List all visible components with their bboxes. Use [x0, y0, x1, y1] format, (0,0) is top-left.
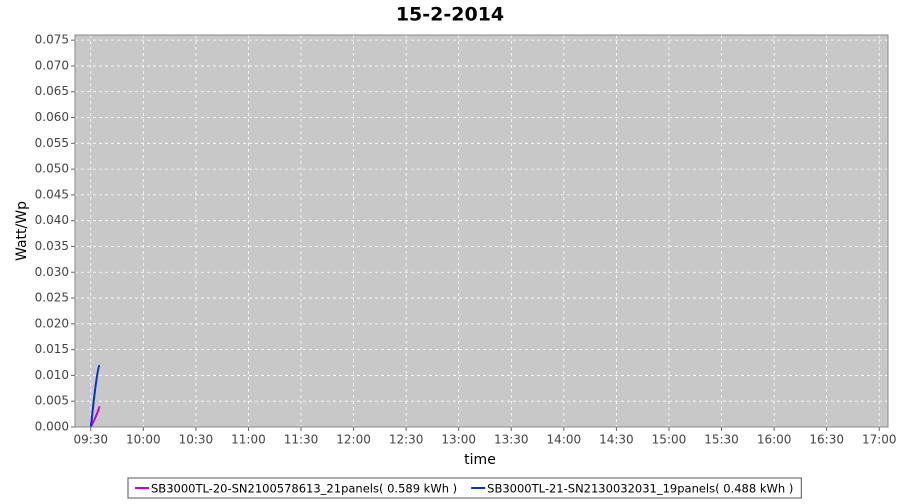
y-tick-label: 0.035	[35, 239, 69, 253]
y-tick-label: 0.060	[35, 110, 69, 124]
y-tick-label: 0.030	[35, 265, 69, 279]
x-tick-label: 13:00	[441, 433, 476, 447]
x-tick-label: 11:00	[231, 433, 266, 447]
x-tick-label: 10:00	[126, 433, 161, 447]
y-tick-label: 0.040	[35, 213, 69, 227]
x-tick-label: 12:30	[389, 433, 424, 447]
x-tick-label: 10:30	[179, 433, 214, 447]
y-tick-label: 0.005	[35, 394, 69, 408]
x-tick-label: 09:30	[73, 433, 108, 447]
legend: SB3000TL-20-SN2100578613_21panels( 0.589…	[127, 477, 802, 499]
y-tick-label: 0.025	[35, 291, 69, 305]
y-tick-label: 0.050	[35, 162, 69, 176]
legend-box	[127, 477, 802, 499]
y-tick-label: 0.015	[35, 342, 69, 356]
x-tick-label: 14:00	[547, 433, 582, 447]
y-tick-label: 0.045	[35, 187, 69, 201]
x-tick-label: 16:30	[809, 433, 844, 447]
x-tick-label: 13:30	[494, 433, 529, 447]
y-tick-label: 0.075	[35, 33, 69, 47]
y-tick-label: 0.020	[35, 316, 69, 330]
legend-label: SB3000TL-20-SN2100578613_21panels( 0.589…	[151, 482, 457, 496]
series-line	[89, 364, 101, 428]
y-tick-label: 0.000	[35, 420, 69, 434]
x-tick-label: 17:00	[862, 433, 897, 447]
y-axis-label: Watt/Wp	[14, 201, 30, 261]
x-tick-label: 14:30	[599, 433, 634, 447]
x-tick-label: 15:00	[652, 433, 687, 447]
x-axis-label: time	[464, 452, 496, 468]
plot-border	[74, 34, 889, 428]
legend-label: SB3000TL-21-SN2130032031_19panels( 0.488…	[487, 482, 793, 496]
x-tick-label: 15:30	[704, 433, 739, 447]
x-tick-label: 12:00	[336, 433, 371, 447]
y-tick-label: 0.010	[35, 368, 69, 382]
y-tick-label: 0.070	[35, 58, 69, 72]
chart-title: 15-2-2014	[396, 4, 504, 26]
plot-area	[74, 34, 889, 428]
y-tick-label: 0.065	[35, 84, 69, 98]
x-tick-label: 16:00	[757, 433, 792, 447]
x-tick-label: 11:30	[284, 433, 319, 447]
y-tick-label: 0.055	[35, 136, 69, 150]
